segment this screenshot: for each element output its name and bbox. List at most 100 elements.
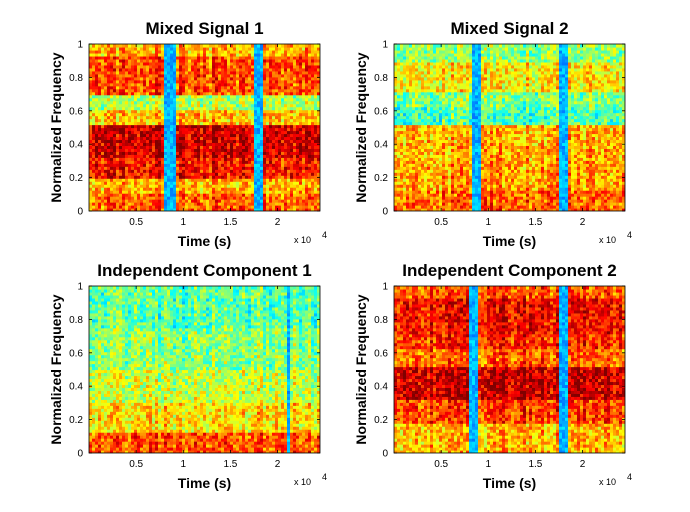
spectrogram-cell bbox=[170, 163, 174, 167]
spectrogram-cell bbox=[248, 64, 252, 69]
spectrogram-cell bbox=[245, 127, 249, 132]
spectrogram-cell bbox=[140, 184, 144, 188]
spectrogram-cell bbox=[98, 133, 102, 138]
spectrogram-cell bbox=[200, 44, 204, 48]
spectrogram-cell bbox=[394, 151, 398, 155]
spectrogram-cell bbox=[134, 175, 138, 179]
spectrogram-cell bbox=[403, 193, 407, 197]
spectrogram-cell bbox=[227, 79, 231, 84]
spectrogram-cell bbox=[149, 88, 153, 93]
spectrogram-cell bbox=[149, 70, 153, 75]
spectrogram-cell bbox=[140, 130, 144, 135]
spectrogram-cell bbox=[137, 157, 141, 161]
spectrogram-cell bbox=[257, 55, 261, 60]
spectrogram-cell bbox=[101, 52, 105, 57]
spectrogram-cell bbox=[224, 163, 228, 167]
spectrogram-cell bbox=[412, 160, 416, 164]
spectrogram-cell bbox=[170, 172, 174, 176]
spectrogram-cell bbox=[137, 115, 141, 120]
spectrogram-cell bbox=[272, 82, 276, 87]
spectrogram-cell bbox=[107, 103, 111, 108]
spectrogram-cell bbox=[260, 181, 264, 185]
spectrogram-cell bbox=[149, 208, 153, 211]
spectrogram-cell bbox=[403, 166, 407, 170]
spectrogram-cell bbox=[203, 121, 207, 126]
spectrogram-cell bbox=[161, 178, 165, 182]
spectrogram-cell bbox=[406, 73, 410, 78]
spectrogram-cell bbox=[197, 169, 201, 173]
spectrogram-cell bbox=[221, 76, 225, 81]
spectrogram-cell bbox=[152, 55, 156, 60]
spectrogram-cell bbox=[107, 133, 111, 138]
spectrogram-cell bbox=[158, 79, 162, 84]
spectrogram-cell bbox=[394, 88, 398, 93]
spectrogram-cell bbox=[409, 142, 413, 146]
spectrogram-cell bbox=[421, 46, 425, 51]
spectrogram-cell bbox=[421, 181, 425, 185]
spectrogram-cell bbox=[197, 46, 201, 51]
spectrogram-cell bbox=[305, 112, 309, 117]
spectrogram-cell bbox=[173, 46, 177, 51]
spectrogram-cell bbox=[290, 70, 294, 75]
spectrogram-cell bbox=[266, 166, 270, 170]
spectrogram-cell bbox=[179, 130, 183, 135]
spectrogram-cell bbox=[161, 181, 165, 185]
spectrogram-cell bbox=[406, 169, 410, 173]
spectrogram-cell bbox=[293, 136, 297, 141]
spectrogram-cell bbox=[89, 208, 93, 211]
spectrogram-cell bbox=[221, 94, 225, 99]
spectrogram-cell bbox=[415, 82, 419, 87]
spectrogram-cell bbox=[182, 163, 186, 167]
spectrogram-cell bbox=[113, 130, 117, 135]
spectrogram-cell bbox=[308, 76, 312, 81]
spectrogram-cell bbox=[158, 67, 162, 72]
spectrogram-cell bbox=[400, 196, 404, 200]
spectrogram-cell bbox=[110, 130, 114, 135]
spectrogram-cell bbox=[104, 157, 108, 161]
spectrogram-cell bbox=[257, 181, 261, 185]
spectrogram-cell bbox=[95, 169, 99, 173]
spectrogram-cell bbox=[275, 44, 279, 48]
spectrogram-cell bbox=[305, 196, 309, 200]
spectrogram-cell bbox=[245, 178, 249, 182]
spectrogram-cell bbox=[305, 130, 309, 135]
spectrogram-cell bbox=[188, 52, 192, 57]
spectrogram-cell bbox=[275, 205, 279, 209]
spectrogram-cell bbox=[134, 67, 138, 72]
spectrogram-cell bbox=[317, 61, 320, 66]
spectrogram-cell bbox=[251, 115, 255, 120]
spectrogram-cell bbox=[296, 76, 300, 81]
spectrogram-cell bbox=[131, 52, 135, 57]
spectrogram-cell bbox=[110, 100, 114, 105]
spectrogram-cell bbox=[212, 76, 216, 81]
spectrogram-cell bbox=[248, 208, 252, 211]
spectrogram-cell bbox=[412, 133, 416, 138]
spectrogram-cell bbox=[134, 184, 138, 188]
spectrogram-cell bbox=[167, 79, 171, 84]
spectrogram-cell bbox=[305, 175, 309, 179]
spectrogram-cell bbox=[221, 130, 225, 135]
spectrogram-cell bbox=[206, 112, 210, 117]
spectrogram-cell bbox=[113, 151, 117, 155]
spectrogram-cell bbox=[299, 205, 303, 209]
spectrogram-cell bbox=[155, 73, 159, 78]
spectrogram-cell bbox=[149, 196, 153, 200]
spectrogram-cell bbox=[131, 64, 135, 69]
spectrogram-cell bbox=[293, 70, 297, 75]
spectrogram-cell bbox=[128, 103, 132, 108]
spectrogram-cell bbox=[95, 202, 99, 206]
spectrogram-cell bbox=[230, 139, 234, 144]
spectrogram-cell bbox=[314, 190, 318, 194]
spectrogram-cell bbox=[110, 208, 114, 211]
spectrogram-cell bbox=[119, 184, 123, 188]
spectrogram-cell bbox=[281, 139, 285, 144]
spectrogram-cell bbox=[149, 181, 153, 185]
spectrogram-cell bbox=[227, 109, 231, 114]
spectrogram-cell bbox=[224, 175, 228, 179]
spectrogram-cell bbox=[224, 115, 228, 120]
spectrogram-cell bbox=[427, 124, 431, 129]
spectrogram-cell bbox=[415, 52, 419, 57]
spectrogram-cell bbox=[194, 91, 198, 96]
spectrogram-cell bbox=[239, 58, 243, 63]
spectrogram-cell bbox=[239, 91, 243, 96]
